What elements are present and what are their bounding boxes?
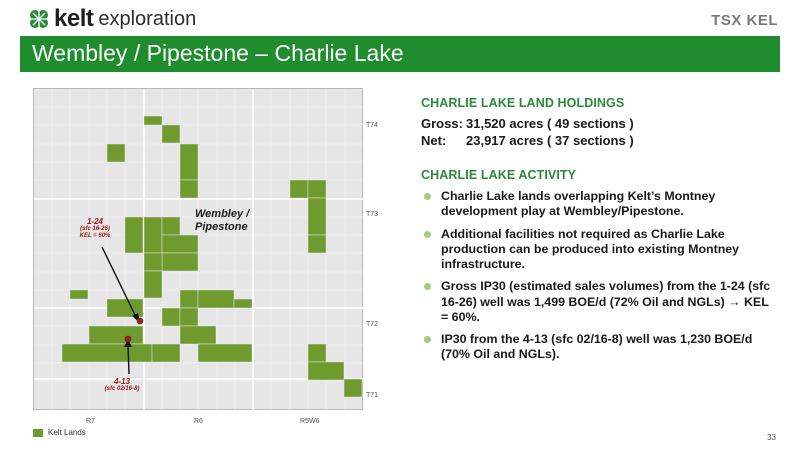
- kelt-clover-icon: [30, 10, 48, 28]
- holdings-heading: CHARLIE LAKE LAND HOLDINGS: [421, 96, 625, 110]
- slide-title: Wembley / Pipestone – Charlie Lake: [32, 40, 404, 66]
- bullet-icon: [424, 193, 431, 200]
- well-arrows: [101, 246, 137, 375]
- title-bar: Wembley / Pipestone – Charlie Lake: [20, 36, 780, 72]
- well-1-24-callout: 1-24 (sfc 16-26) KEL = 60%: [70, 217, 120, 239]
- bullet-text: Gross IP30 (estimated sales volumes) fro…: [441, 279, 771, 324]
- bullet-icon: [424, 336, 431, 343]
- land-map-graphic: [34, 89, 364, 411]
- well-4-13-surface: (sfc 02/16-8): [104, 386, 140, 393]
- net-label: Net:: [421, 133, 447, 148]
- bullet-icon: [424, 283, 431, 291]
- well-1-24-interest: KEL = 60%: [79, 232, 111, 239]
- bullet-text: Additional facilities not required as Ch…: [441, 226, 740, 272]
- township-label-t71: T71: [366, 392, 379, 399]
- well-4-13-callout: 4-13 (sfc 02/16-8): [96, 377, 148, 393]
- well-1-24-surface: (sfc 16-26): [80, 226, 110, 233]
- kelt-logo: kelt exploration: [28, 5, 197, 32]
- brand-name: kelt: [54, 5, 94, 32]
- gross-value: 31,520 acres ( 49 sections ): [466, 116, 634, 131]
- range-label-r5w6: R5W6: [300, 418, 320, 425]
- activity-heading: CHARLIE LAKE ACTIVITY: [421, 168, 577, 182]
- land-map: T74 T73 T72 T71 R7 R6 R5W6: [33, 88, 378, 425]
- area-label-line1: Wembley /: [195, 208, 250, 220]
- township-label-t72: T72: [366, 321, 379, 328]
- list-item: Gross IP30 (estimated sales volumes) fro…: [421, 279, 776, 325]
- page-number: 33: [767, 433, 776, 442]
- area-label: Wembley / Pipestone: [195, 208, 249, 233]
- info-panel: CHARLIE LAKE LAND HOLDINGS Gross: 31,520…: [421, 96, 776, 370]
- well-1-24-marker: [136, 317, 144, 325]
- well-4-13-marker: [124, 335, 132, 343]
- kelt-lands: [61, 115, 363, 398]
- range-label-r6: R6: [194, 418, 203, 425]
- township-label-t73: T73: [366, 211, 379, 218]
- tsx-ticker: TSX KEL: [711, 12, 778, 29]
- township-label-t74: T74: [366, 122, 379, 129]
- arrow-head-2: [124, 339, 132, 347]
- gross-label: Gross:: [421, 116, 463, 131]
- bullet-icon: [424, 230, 431, 238]
- bullet-text: IP30 from the 4-13 (sfc 02/16-8) well wa…: [441, 332, 753, 362]
- list-item: IP30 from the 4-13 (sfc 02/16-8) well wa…: [421, 332, 776, 363]
- legend-swatch: [33, 428, 43, 437]
- legend-label: Kelt Lands: [48, 428, 86, 437]
- list-item: Additional facilities not required as Ch…: [421, 227, 776, 273]
- gross-row: Gross: 31,520 acres ( 49 sections ): [421, 116, 776, 131]
- well-4-13-id: 4-13: [113, 377, 130, 386]
- net-row: Net: 23,917 acres ( 37 sections ): [421, 133, 776, 148]
- area-label-line2: Pipestone: [195, 220, 248, 233]
- range-label-r7: R7: [86, 418, 95, 425]
- list-item: Charlie Lake lands overlapping Kelt’s Mo…: [421, 189, 776, 220]
- well-1-24-id: 1-24: [86, 217, 103, 226]
- bullet-text: Charlie Lake lands overlapping Kelt’s Mo…: [441, 189, 716, 219]
- activity-list: Charlie Lake lands overlapping Kelt’s Mo…: [421, 189, 776, 363]
- net-value: 23,917 acres ( 37 sections ): [466, 133, 634, 148]
- brand-subtitle: exploration: [98, 7, 197, 30]
- map-legend: Kelt Lands: [33, 428, 86, 437]
